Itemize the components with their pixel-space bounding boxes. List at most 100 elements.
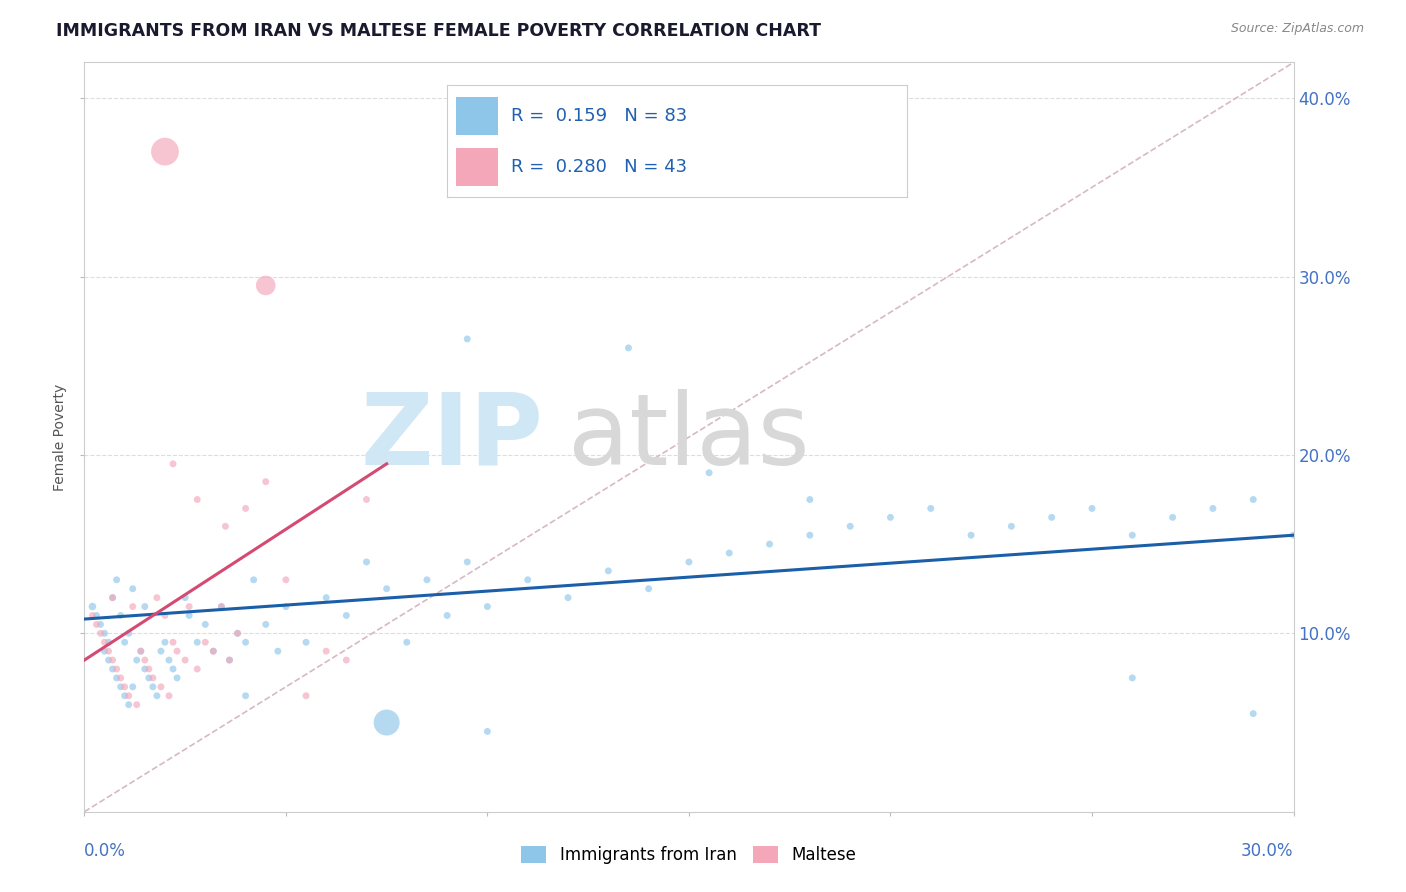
Point	[194, 635, 217, 649]
Point	[125, 698, 148, 712]
Point	[436, 608, 458, 623]
Point	[129, 644, 152, 658]
Text: Source: ZipAtlas.com: Source: ZipAtlas.com	[1230, 22, 1364, 36]
Point	[295, 635, 318, 649]
Point	[101, 653, 124, 667]
Point	[174, 591, 197, 605]
Point	[134, 599, 156, 614]
Point	[134, 653, 156, 667]
Point	[557, 591, 579, 605]
Point	[1282, 528, 1305, 542]
Point	[110, 680, 132, 694]
Point	[456, 332, 478, 346]
Point	[157, 653, 180, 667]
Point	[142, 680, 165, 694]
Point	[114, 689, 136, 703]
Point	[153, 635, 176, 649]
Point	[166, 671, 188, 685]
Point	[1241, 492, 1264, 507]
Point	[125, 653, 148, 667]
Point	[1121, 671, 1143, 685]
Point	[1000, 519, 1022, 533]
Point	[799, 492, 821, 507]
Point	[637, 582, 659, 596]
Point	[1202, 501, 1225, 516]
Point	[254, 278, 277, 293]
Point	[166, 644, 188, 658]
Point	[678, 555, 700, 569]
Point	[477, 724, 499, 739]
Text: 30.0%: 30.0%	[1241, 842, 1294, 860]
Point	[960, 528, 983, 542]
Point	[226, 626, 249, 640]
Point	[395, 635, 418, 649]
Point	[920, 501, 942, 516]
Point	[97, 644, 120, 658]
Point	[129, 644, 152, 658]
Point	[235, 635, 257, 649]
Point	[295, 689, 318, 703]
Point	[134, 662, 156, 676]
Point	[758, 537, 780, 551]
Point	[1161, 510, 1184, 524]
Point	[179, 599, 201, 614]
Point	[97, 635, 120, 649]
Point	[162, 457, 184, 471]
Point	[186, 492, 208, 507]
Point	[114, 680, 136, 694]
Text: ZIP: ZIP	[361, 389, 544, 485]
Point	[356, 555, 378, 569]
Point	[186, 635, 208, 649]
Point	[86, 617, 108, 632]
Point	[162, 635, 184, 649]
Text: 0.0%: 0.0%	[84, 842, 127, 860]
Point	[218, 653, 240, 667]
Point	[335, 608, 357, 623]
Point	[138, 662, 160, 676]
Point	[121, 582, 143, 596]
Point	[839, 519, 862, 533]
Point	[142, 671, 165, 685]
Point	[274, 573, 297, 587]
Point	[93, 644, 115, 658]
Y-axis label: Female Poverty: Female Poverty	[53, 384, 67, 491]
Point	[194, 617, 217, 632]
Point	[315, 591, 337, 605]
Point	[356, 492, 378, 507]
Point	[118, 626, 141, 640]
Point	[254, 475, 277, 489]
Point	[138, 671, 160, 685]
Point	[335, 653, 357, 667]
Point	[105, 573, 128, 587]
Point	[617, 341, 640, 355]
Point	[86, 608, 108, 623]
Point	[267, 644, 290, 658]
Point	[218, 653, 240, 667]
Point	[162, 662, 184, 676]
Point	[697, 466, 720, 480]
Point	[174, 653, 197, 667]
Point	[153, 608, 176, 623]
Point	[89, 626, 111, 640]
Point	[516, 573, 538, 587]
Point	[879, 510, 901, 524]
Point	[799, 528, 821, 542]
Point	[254, 617, 277, 632]
Point	[149, 644, 172, 658]
Point	[456, 555, 478, 569]
Legend: Immigrants from Iran, Maltese: Immigrants from Iran, Maltese	[515, 839, 863, 871]
Point	[121, 680, 143, 694]
Point	[209, 599, 232, 614]
Point	[121, 599, 143, 614]
Point	[146, 591, 169, 605]
Point	[149, 680, 172, 694]
Point	[1241, 706, 1264, 721]
Point	[93, 626, 115, 640]
Point	[598, 564, 620, 578]
Point	[153, 145, 176, 159]
Point	[179, 608, 201, 623]
Point	[101, 591, 124, 605]
Point	[1121, 528, 1143, 542]
Point	[146, 689, 169, 703]
Point	[114, 635, 136, 649]
